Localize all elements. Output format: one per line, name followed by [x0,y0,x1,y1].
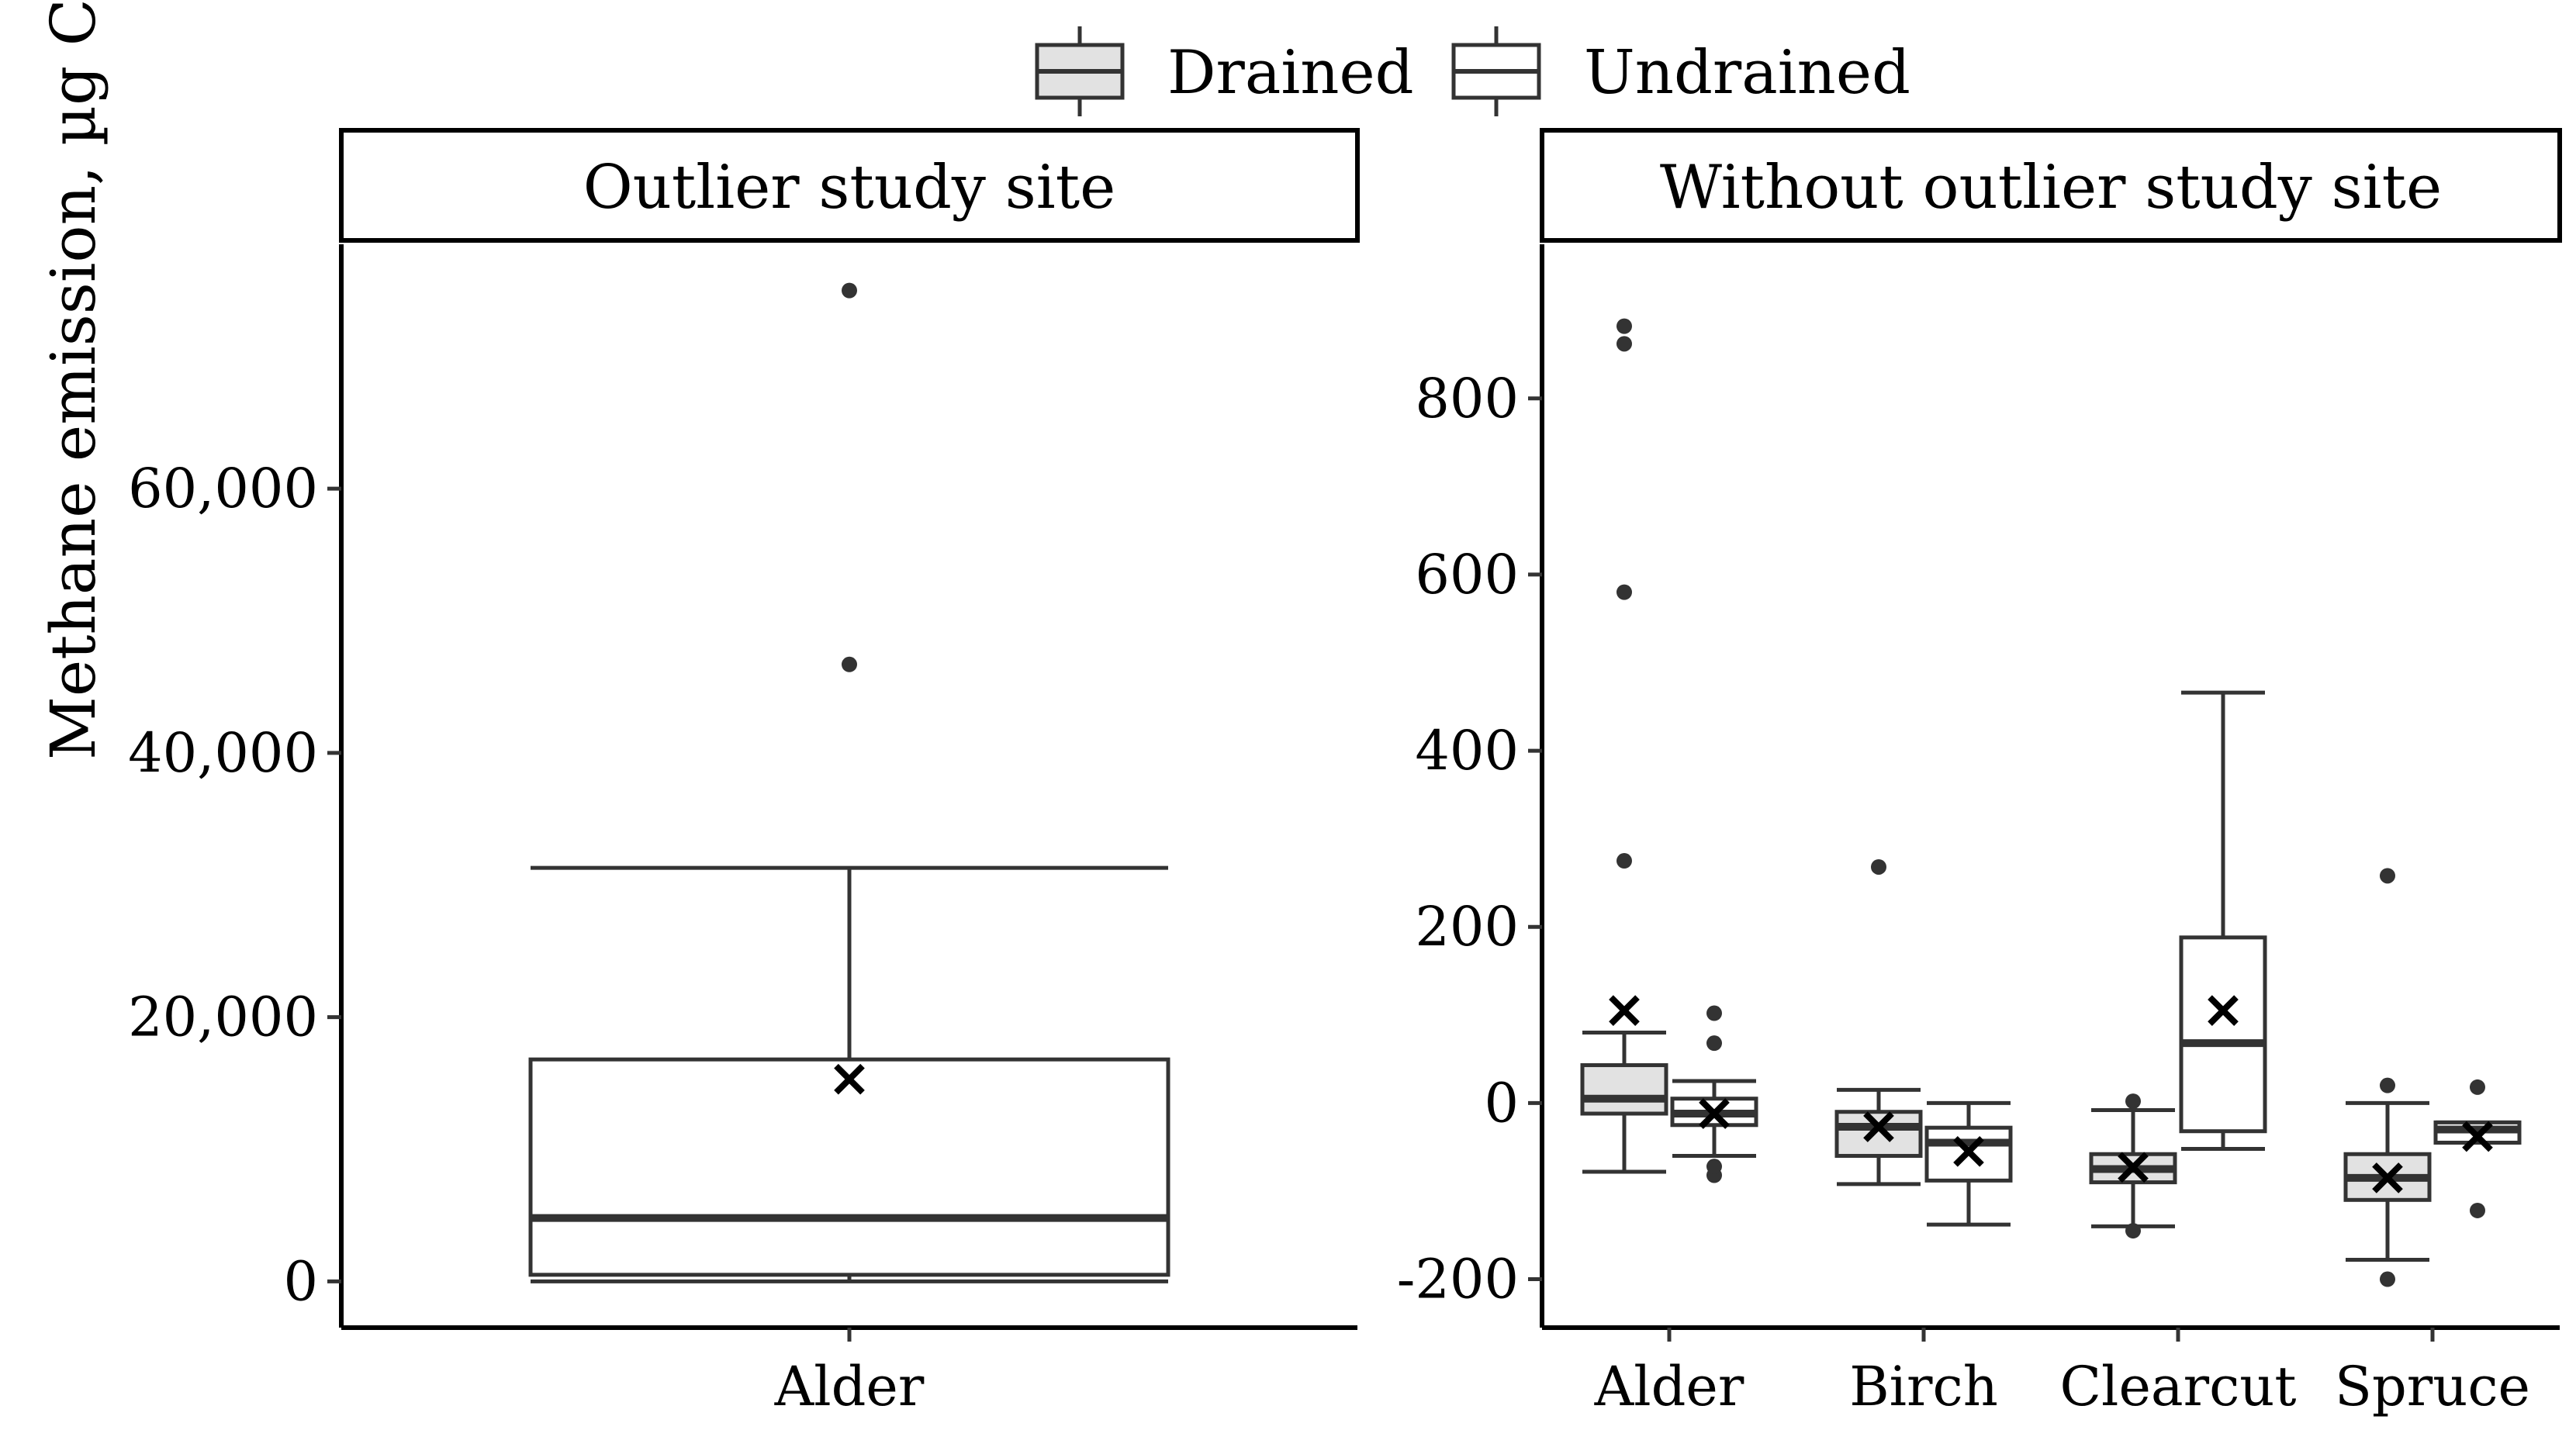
mean-marker-stroke [2462,1121,2493,1152]
outlier-point [2125,1223,2141,1239]
y-axis-title: Methane emission, µg CH4 m−2 h−1 [30,0,119,760]
mean-marker-stroke [1609,995,1640,1026]
outlier-point [842,656,857,672]
strip-outlier-site [339,128,1360,243]
y-tick-label: 20,000 [128,986,318,1049]
box-birch-drained [1834,858,1923,1186]
y-tick-label: 600 [1415,543,1519,606]
mean-marker [1863,1111,1894,1142]
plot-area-without-outlier-site: -200 0 200 400 600 800 Alder Birch Clearcut Spruc… [1397,244,2560,1418]
outlier-point [1871,858,1886,875]
iqr-box [528,1057,1170,1277]
mean-marker-stroke [1699,1098,1730,1129]
outlier-point [1706,1005,1722,1021]
box-clearcut-drained [2089,1093,2177,1239]
box-spruce-undrained [2433,1079,2522,1218]
mean-marker-stroke [1863,1111,1894,1142]
y-tick-label: 0 [1484,1071,1519,1135]
box-alder-undrained [1670,1005,1758,1183]
outlier-point [842,282,857,299]
x-tick-label-birch: Birch [1849,1355,1998,1418]
mean-marker-stroke [1953,1136,1984,1167]
x-tick-label-alder: Alder [774,1355,925,1418]
mean-marker-stroke [2208,995,2239,1026]
panel-without-outlier-site: Without outlier study site -200 0 200 400 60… [1397,128,2562,1418]
iqr-box [1834,1110,1923,1159]
mean-marker [1699,1098,1730,1129]
mean-marker-stroke [834,1063,865,1095]
legend-label-drained: Drained [1167,38,1414,108]
outlier-point [1616,853,1632,869]
y-tick-label: 800 [1415,367,1519,430]
iqr-box [1580,1063,1668,1116]
mean-marker [834,1063,865,1095]
mean-marker [1609,995,1640,1026]
mean-marker [2118,1152,2149,1183]
outlier-point [2380,1271,2395,1287]
mean-marker-stroke [2118,1152,2149,1183]
outlier-point [1616,336,1632,352]
x-tick-label-alder: Alder [1594,1355,1744,1418]
box-alder-drained [1580,318,1668,1174]
x-tick-label-clearcut: Clearcut [2060,1355,2297,1418]
box-spruce-drained [2343,868,2432,1287]
plot-area-outlier-site: 0 20,000 40,000 60,000 Alder [128,244,1357,1418]
y-tick-label: 0 [283,1249,318,1313]
mean-marker [2208,995,2239,1026]
strip-title-without-outlier-site: Without outlier study site [1660,153,2442,223]
legend-label-undrained: Undrained [1584,38,1910,108]
outlier-point [1616,584,1632,600]
mean-marker [1953,1136,1984,1167]
outlier-point [2380,1077,2395,1093]
box-birch-undrained [1924,1100,2013,1227]
outlier-point [2470,1202,2485,1218]
strip-title-outlier-site: Outlier study site [583,153,1116,223]
iqr-box [2179,935,2267,1134]
y-tick-label: 60,000 [128,457,318,520]
outlier-point [1706,1035,1722,1052]
outlier-point [2380,868,2395,884]
legend-item-undrained: Undrained [1451,26,1910,116]
legend: Drained Undrained [1035,26,1910,116]
outlier-point [2125,1093,2141,1110]
panel-outlier-site: Outlier study site 0 20,000 40,000 60,000 Al… [128,128,1360,1418]
mean-marker [2462,1121,2493,1152]
strip-without-outlier-site [1540,128,2562,243]
legend-item-drained: Drained [1035,26,1414,116]
x-tick-label-spruce: Spruce [2335,1355,2530,1418]
outlier-point [1616,318,1632,334]
outlier-point [2470,1079,2485,1095]
y-tick-label: 40,000 [128,721,318,785]
y-axis-title-main: Methane emission, µg CH [37,0,109,760]
outlier-point [1706,1159,1722,1175]
y-tick-label: -200 [1397,1248,1519,1311]
y-tick-label: 400 [1415,719,1519,782]
mean-marker-stroke [2372,1162,2403,1193]
mean-marker [2372,1162,2403,1193]
box-alder-undrained [528,282,1170,1283]
box-clearcut-undrained [2179,690,2267,1151]
y-tick-label: 200 [1415,895,1519,959]
